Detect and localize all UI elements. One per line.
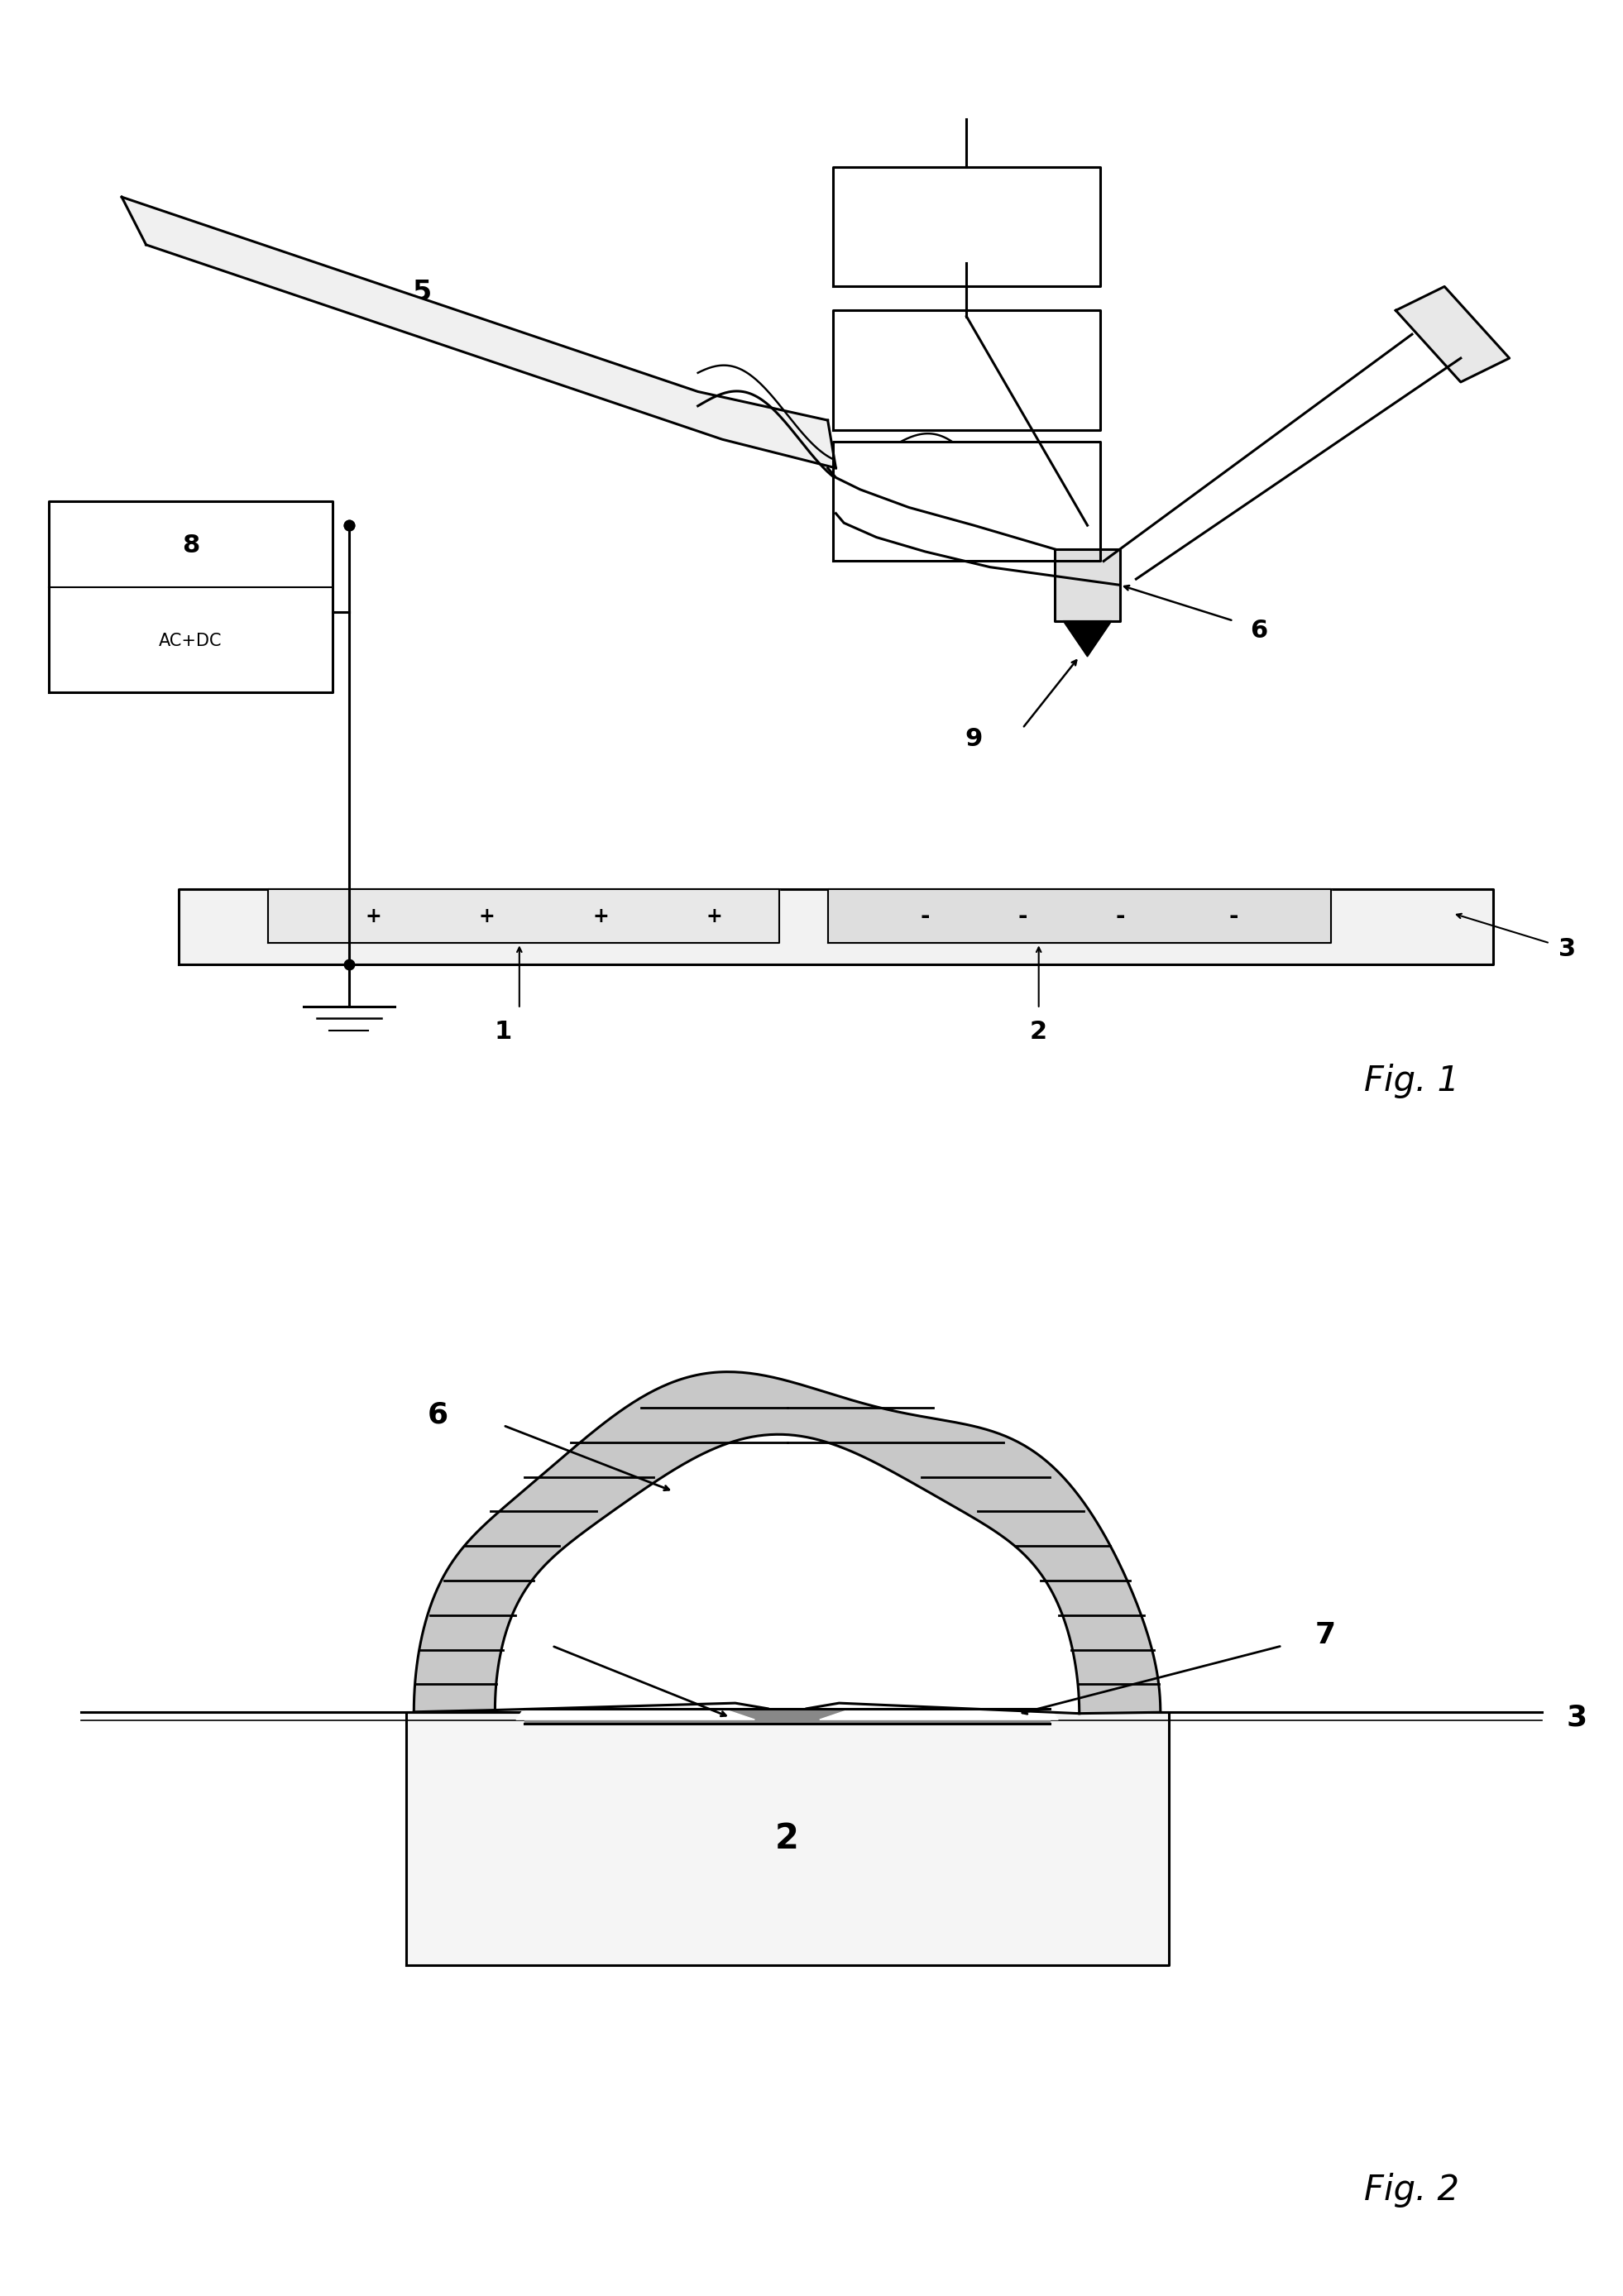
- Text: AC+DC: AC+DC: [159, 634, 222, 650]
- Polygon shape: [820, 1708, 1058, 1720]
- Text: 3: 3: [1558, 937, 1576, 962]
- Polygon shape: [1396, 287, 1509, 381]
- Text: 9: 9: [493, 1614, 513, 1644]
- Text: 8: 8: [182, 533, 200, 558]
- Polygon shape: [524, 1708, 1050, 1724]
- Polygon shape: [833, 441, 1100, 560]
- Text: -: -: [1229, 905, 1238, 928]
- Polygon shape: [179, 889, 1493, 964]
- Text: 12: 12: [949, 489, 984, 514]
- Polygon shape: [122, 197, 836, 468]
- Text: +: +: [365, 907, 381, 925]
- Polygon shape: [516, 1708, 755, 1720]
- Polygon shape: [1063, 620, 1112, 657]
- Text: 9: 9: [966, 728, 982, 751]
- Text: 2: 2: [1031, 1019, 1047, 1045]
- Polygon shape: [268, 889, 779, 944]
- Text: 2: 2: [776, 1821, 799, 1855]
- Text: 10: 10: [949, 216, 984, 239]
- Text: 7: 7: [1315, 1621, 1336, 1649]
- Polygon shape: [833, 310, 1100, 429]
- Polygon shape: [495, 1435, 1079, 1713]
- Text: -: -: [1115, 905, 1125, 928]
- Polygon shape: [1055, 549, 1120, 620]
- Text: +: +: [592, 907, 609, 925]
- Polygon shape: [833, 168, 1100, 287]
- Text: -: -: [1018, 905, 1027, 928]
- Text: Fig. 2: Fig. 2: [1365, 2172, 1459, 2209]
- Text: 6: 6: [1250, 618, 1268, 643]
- Text: +: +: [706, 907, 722, 925]
- Text: Fig. 1: Fig. 1: [1365, 1063, 1459, 1097]
- Polygon shape: [49, 501, 333, 693]
- Polygon shape: [828, 889, 1331, 944]
- Text: 5: 5: [412, 278, 432, 305]
- Polygon shape: [414, 1371, 1160, 1713]
- Text: -: -: [920, 905, 930, 928]
- Text: +: +: [479, 907, 495, 925]
- Text: 4: 4: [779, 422, 797, 448]
- Polygon shape: [406, 1713, 1169, 1965]
- Text: 3: 3: [1566, 1704, 1587, 1731]
- Text: 6: 6: [428, 1401, 448, 1428]
- Text: 11: 11: [949, 358, 984, 381]
- Text: 1: 1: [495, 1019, 511, 1045]
